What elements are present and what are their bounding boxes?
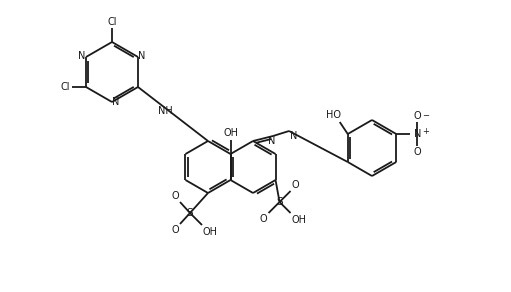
Text: N: N <box>112 97 120 107</box>
Text: O: O <box>171 225 179 235</box>
Text: OH: OH <box>202 227 218 237</box>
Text: Cl: Cl <box>107 17 117 27</box>
Text: O: O <box>171 191 179 201</box>
Text: N: N <box>78 51 86 61</box>
Text: O: O <box>413 147 421 157</box>
Text: HO: HO <box>326 110 341 120</box>
Text: O: O <box>292 180 299 190</box>
Text: +: + <box>422 126 429 135</box>
Text: N: N <box>138 51 146 61</box>
Text: N: N <box>413 129 421 139</box>
Text: NH: NH <box>157 106 172 116</box>
Text: S: S <box>187 208 193 218</box>
Text: N: N <box>268 136 276 146</box>
Text: O: O <box>413 111 421 121</box>
Text: OH: OH <box>291 215 306 225</box>
Text: −: − <box>422 112 429 121</box>
Text: Cl: Cl <box>60 82 70 92</box>
Text: N: N <box>290 131 298 141</box>
Text: S: S <box>276 197 283 207</box>
Text: O: O <box>260 214 267 224</box>
Text: OH: OH <box>223 128 238 138</box>
